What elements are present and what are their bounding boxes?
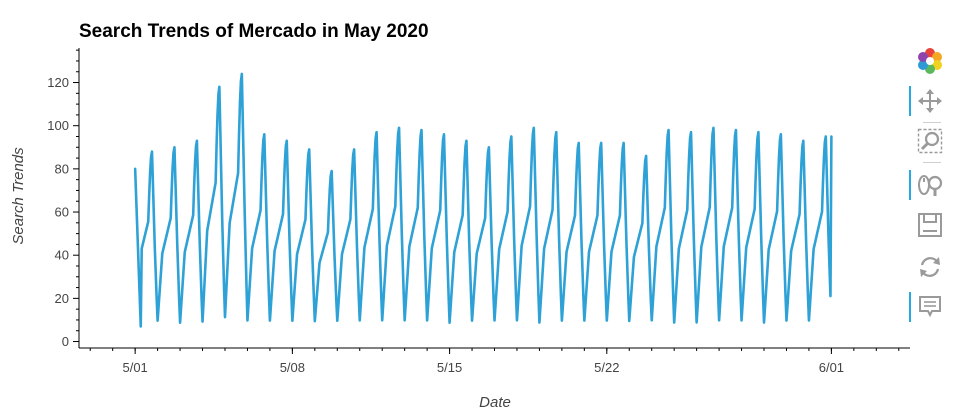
y-tick-label: 0	[62, 334, 69, 349]
active-indicator	[909, 292, 911, 322]
chart-title: Search Trends of Mercado in May 2020	[79, 21, 429, 42]
x-tick-label: 5/22	[594, 360, 619, 375]
pan-tool-icon	[918, 89, 942, 113]
wheel-zoom-tool-icon	[918, 175, 943, 196]
y-tick-label: 60	[55, 205, 69, 220]
chart-toolbar	[905, 40, 955, 340]
y-tick-label: 20	[55, 291, 69, 306]
pan-tool[interactable]	[905, 84, 955, 118]
y-axis: 0 20 40 60 80 100 120	[47, 48, 80, 349]
x-tick-label: 5/01	[122, 360, 147, 375]
y-tick-label: 80	[55, 161, 69, 176]
active-indicator	[909, 86, 911, 116]
toolbar-separator	[923, 162, 941, 163]
reset-tool-icon	[920, 257, 940, 277]
y-tick-label: 100	[47, 118, 69, 133]
bokeh-logo-icon	[918, 48, 942, 74]
save-tool[interactable]	[905, 208, 955, 242]
box-zoom-tool-icon	[917, 128, 943, 154]
y-axis-label: Search Trends	[10, 147, 27, 245]
wheel-zoom-tool[interactable]	[905, 168, 955, 202]
x-tick-label: 5/15	[437, 360, 462, 375]
save-tool-icon	[918, 213, 942, 237]
y-tick-label: 120	[47, 75, 69, 90]
x-tick-label: 6/01	[819, 360, 844, 375]
hover-tool[interactable]	[905, 290, 955, 324]
bokeh-logo[interactable]	[905, 44, 955, 78]
x-tick-label: 5/08	[280, 360, 305, 375]
series-line	[133, 72, 833, 328]
active-indicator	[909, 170, 911, 200]
toolbar-separator	[923, 122, 941, 123]
hover-tool-icon	[919, 296, 941, 318]
series-layer	[133, 72, 833, 328]
box-zoom-tool[interactable]	[905, 124, 955, 158]
x-axis-label: Date	[479, 394, 511, 411]
y-tick-label: 40	[55, 248, 69, 263]
reset-tool[interactable]	[905, 250, 955, 284]
x-axis: 5/01 5/08 5/15 5/22 6/01	[79, 347, 910, 375]
